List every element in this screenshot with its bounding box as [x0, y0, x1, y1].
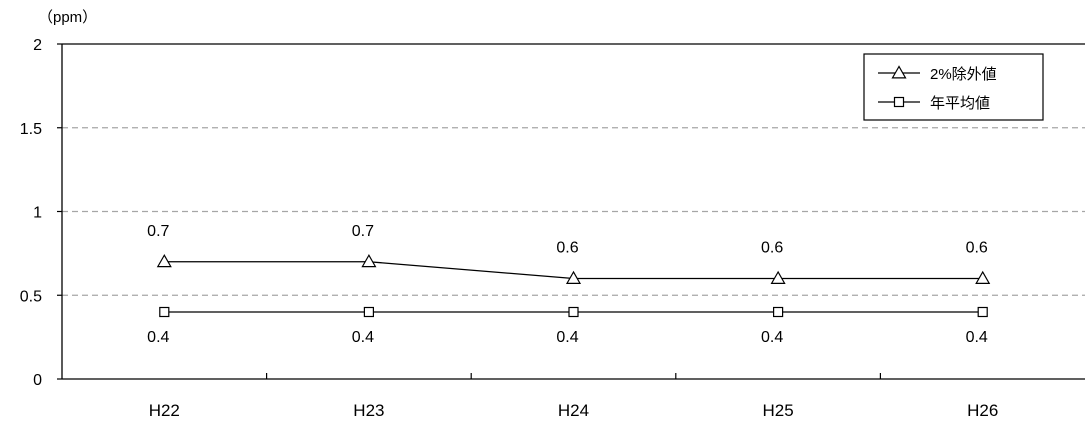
- series-1-data-label-3: 0.4: [761, 329, 783, 346]
- series-1-data-label-4: 0.4: [966, 329, 988, 346]
- legend-label-1: 年平均値: [930, 95, 990, 112]
- labels: 0.7 0.7 0.6 0.6 0.6 0.4 0.4 0.4 0.4 0.4: [147, 223, 988, 346]
- gridlines: [62, 127, 1085, 296]
- series-0-point-3: [770, 270, 786, 284]
- y-tick-label-2: 1: [33, 205, 42, 222]
- series-1-data-label-1: 0.4: [352, 329, 374, 346]
- x-tick-label-1: H23: [353, 401, 384, 420]
- y-tick-label-3: 1.5: [20, 121, 42, 138]
- x-tick-label-2: H24: [558, 401, 589, 420]
- x-tick-label-4: H26: [967, 401, 998, 420]
- x-tick-label-3: H25: [763, 401, 794, 420]
- series-1-point-2: [568, 306, 579, 318]
- series-1-point-3: [772, 306, 784, 318]
- series-0-data-label-1: 0.7: [352, 223, 374, 240]
- series-1-point-4: [977, 306, 988, 318]
- y-tick-label-0: 0: [33, 372, 42, 389]
- x-tick-label-0: H22: [149, 401, 180, 420]
- y-tick-label-1: 0.5: [20, 288, 42, 305]
- series-0-point-0: [156, 254, 172, 268]
- series: [156, 254, 991, 318]
- series-0-data-label-2: 0.6: [556, 240, 578, 257]
- legend-marker-1: [893, 96, 905, 108]
- y-axis-unit-label: （ppm）: [38, 9, 97, 26]
- series-0-point-2: [565, 270, 582, 284]
- legend-box: [863, 53, 1044, 121]
- series-0-data-label-4: 0.6: [966, 240, 988, 257]
- legend-label-0: 2%除外値: [930, 66, 997, 83]
- series-0-data-label-3: 0.6: [761, 240, 783, 257]
- series-1-point-1: [363, 306, 374, 318]
- series-0-point-4: [975, 270, 991, 284]
- y-tick-label-4: 2: [33, 37, 42, 54]
- axes: 0 0.5 1 1.5 2 （ppm） H22 H23 H24 H25 H26: [20, 9, 1085, 420]
- legend-marker-0: [891, 65, 907, 79]
- series-1-data-label-0: 0.4: [147, 329, 169, 346]
- series-0-point-1: [361, 254, 377, 268]
- series-0-data-label-0: 0.7: [147, 223, 169, 240]
- series-1-point-0: [159, 306, 170, 318]
- series-1-data-label-2: 0.4: [556, 329, 578, 346]
